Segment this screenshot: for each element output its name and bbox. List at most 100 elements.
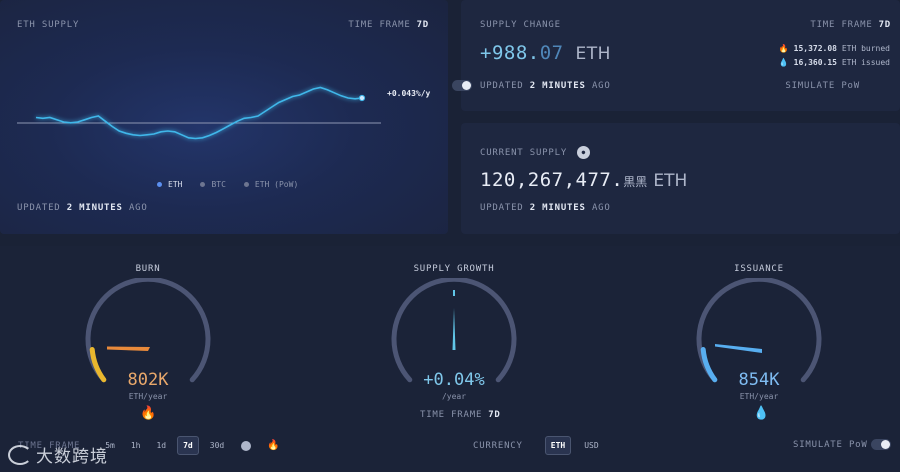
gauge-track: [391, 278, 517, 383]
merge-icon[interactable]: [241, 440, 252, 451]
value-tail: 黒黑: [623, 175, 648, 189]
simulate-pow-label: SIMULATE PoW: [793, 440, 868, 450]
legend-btc[interactable]: BTC: [200, 180, 226, 189]
burn-value: 802K: [127, 370, 169, 390]
info-icon[interactable]: ●: [577, 146, 591, 159]
toggle-knob: [881, 440, 890, 449]
updated-prefix: UPDATED: [480, 203, 524, 213]
updated-value: 2 MINUTES: [66, 203, 123, 213]
gauge-needle: [715, 344, 762, 353]
flame-option-icon[interactable]: 🔥: [267, 440, 280, 451]
watermark-text: 大数跨境: [36, 447, 108, 467]
burn-gauge: [85, 278, 211, 383]
currency-label: CURRENCY: [473, 440, 523, 451]
gauge-fill: [89, 347, 107, 383]
growth-value: +0.04%: [423, 370, 485, 390]
legend-eth-pow[interactable]: ETH (PoW): [243, 180, 299, 189]
updated-suffix: AGO: [591, 203, 611, 213]
updated-value: 2 MINUTES: [529, 203, 586, 213]
legend-label: ETH: [168, 180, 183, 189]
growth-title: SUPPLY GROWTH: [413, 264, 495, 274]
value-unit: ETH: [575, 44, 611, 64]
updated-suffix: AGO: [591, 81, 611, 91]
timeframe-label: TIME FRAME: [348, 20, 411, 30]
panel-title: SUPPLY CHANGE: [480, 20, 561, 30]
updated-prefix: UPDATED: [17, 203, 61, 213]
timeframe-option-7d[interactable]: 7d: [177, 436, 199, 455]
growth-gauge: [391, 278, 517, 383]
issuance-value: 854K: [738, 370, 780, 390]
timeframe-label: TIME FRAME: [420, 410, 483, 420]
gauge-track: [696, 278, 822, 383]
currency-option-eth[interactable]: ETH: [544, 436, 572, 455]
growth-timeframe: TIME FRAME 7d: [420, 410, 501, 420]
current-supply-value: 120,267,477.黒黑 ETH: [480, 169, 687, 191]
timeframe-selector-label: TIME FRAME: [18, 440, 81, 451]
current-supply-panel: CURRENT SUPPLY ● 120,267,477.黒黑 ETH UPDA…: [461, 123, 900, 234]
chart-legend: ETH BTC ETH (PoW): [157, 180, 298, 189]
gauge-needle: [452, 308, 456, 350]
supply-change-value: +988.07 ETH: [480, 42, 611, 64]
value-main: 120,267,477.: [480, 169, 624, 191]
issuance-title: ISSUANCE: [734, 264, 784, 274]
flame-icon: 🔥: [778, 44, 789, 53]
growth-unit: /year: [441, 392, 467, 401]
currency-option-usd[interactable]: USD: [584, 441, 599, 450]
issued-label: ETH issued: [841, 58, 890, 67]
gauges-panel: BURN 802K ETH/year 🔥 SUPPLY GROWTH +0.04…: [0, 246, 900, 472]
timeframe-option-1h[interactable]: 1h: [130, 441, 141, 450]
timeframe-label: TIME FRAME: [810, 20, 873, 30]
legend-label: BTC: [211, 180, 226, 189]
rate-value: +0.043%/y: [387, 89, 431, 98]
legend-eth[interactable]: ETH: [157, 180, 182, 189]
updated-status: UPDATED 2 MINUTES AGO: [480, 203, 611, 213]
simulate-pow-toggle[interactable]: [871, 439, 891, 450]
panel-title: ETH SUPPLY: [17, 20, 80, 30]
legend-dot: [243, 182, 249, 187]
flame-icon: 🔥: [140, 406, 157, 421]
eth-supply-panel: ETH SUPPLY TIME FRAME 7d +0.043%/y ETH BT…: [0, 0, 448, 234]
issued-value: 16,360.15: [793, 58, 837, 67]
timeframe-indicator: TIME FRAME 7d: [348, 20, 429, 30]
burn-unit: ETH/year: [128, 392, 168, 401]
updated-value: 2 MINUTES: [529, 81, 586, 91]
timeframe-value: 7d: [878, 20, 891, 30]
watermark: 大数跨境: [8, 442, 108, 467]
updated-prefix: UPDATED: [480, 81, 524, 91]
supply-chart[interactable]: [0, 60, 448, 170]
series-end-point: [358, 94, 366, 102]
timeframe-indicator: TIME FRAME 7d: [810, 20, 891, 30]
burned-label: ETH burned: [841, 44, 890, 53]
simulate-pow-toggle[interactable]: [452, 80, 472, 91]
simulate-pow-label: SIMULATE PoW: [785, 81, 860, 91]
watermark-logo-icon: [8, 444, 32, 465]
updated-suffix: AGO: [128, 203, 148, 213]
timeframe-option-30d[interactable]: 30d: [209, 441, 225, 450]
timeframe-option-5m[interactable]: 5m: [105, 441, 115, 450]
burn-title: BURN: [135, 264, 161, 274]
toggle-knob: [462, 81, 471, 90]
timeframe-selector: TIME FRAME 5m 1h 1d 7d 30d 🔥: [18, 436, 280, 455]
currency-selector: CURRENCY ETH USD: [473, 436, 604, 455]
gauge-track: [85, 278, 211, 383]
timeframe-option-1d[interactable]: 1d: [156, 441, 167, 450]
burned-value: 15,372.08: [793, 44, 837, 53]
burned-row: 🔥 15,372.08 ETH burned: [779, 44, 890, 53]
supply-change-panel: SUPPLY CHANGE TIME FRAME 7d +988.07 ETH 🔥…: [452, 0, 900, 111]
timeframe-value: 7d: [488, 410, 501, 420]
updated-status: UPDATED 2 MINUTES AGO: [480, 81, 611, 91]
eth-series-line: [35, 86, 363, 140]
legend-dot: [200, 182, 206, 187]
burn-issue-summary: 🔥 15,372.08 ETH burned 💧 16,360.15 ETH i…: [779, 44, 890, 67]
legend-label: ETH (PoW): [254, 180, 299, 189]
panel-title: CURRENT SUPPLY ●: [480, 146, 591, 159]
value-main: +988.: [480, 42, 540, 64]
updated-status: UPDATED 2 MINUTES AGO: [17, 203, 148, 213]
value-decimals: 07: [539, 42, 564, 64]
droplet-icon: 💧: [753, 406, 770, 421]
droplet-icon: 💧: [778, 58, 789, 67]
issuance-unit: ETH/year: [739, 392, 779, 401]
panel-title-text: CURRENT SUPPLY: [480, 148, 568, 158]
rate-label: +0.043%/y: [387, 89, 430, 98]
issuance-gauge: [696, 278, 822, 383]
